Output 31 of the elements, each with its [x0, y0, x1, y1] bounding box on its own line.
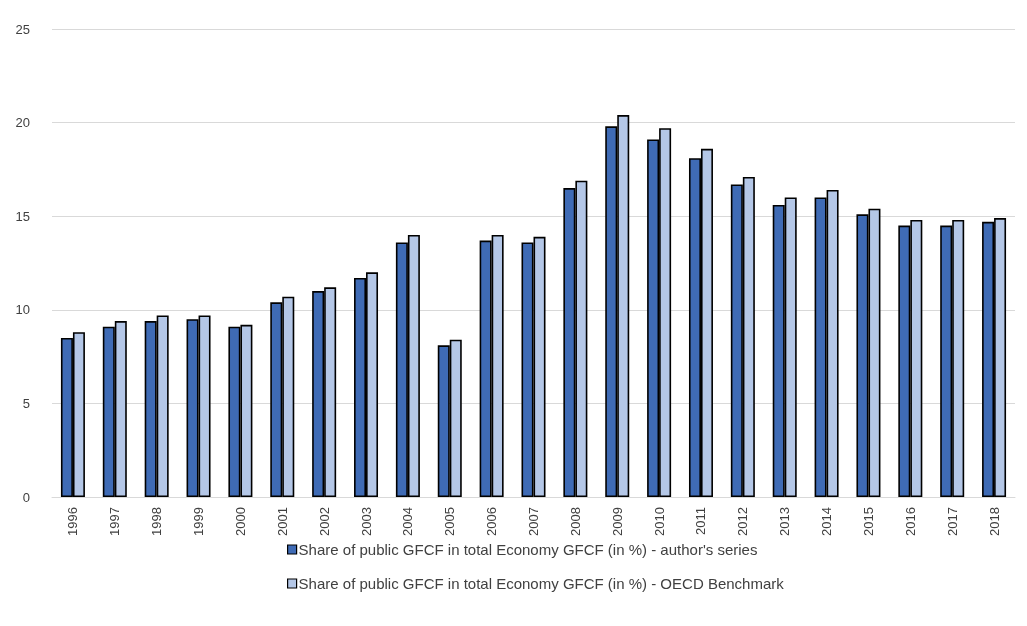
- y-tick-label: 10: [15, 302, 30, 318]
- x-tick-label: 2016: [902, 507, 918, 536]
- y-tick-label: 20: [15, 115, 30, 131]
- legend-label: Share of public GFCF in total Economy GFCF (in %) - OECD Benchmark: [298, 575, 785, 592]
- x-tick-label: 2000: [232, 507, 248, 536]
- x-tick-label: 2018: [986, 507, 1002, 536]
- y-tick-label: 5: [22, 395, 30, 411]
- x-tick-label: 1998: [149, 507, 165, 536]
- x-tick-label: 2002: [316, 507, 332, 536]
- legend-label: Share of public GFCF in total Economy GFCF (in %) - author's series: [298, 541, 758, 558]
- x-tick-label: 2008: [567, 507, 583, 536]
- x-tick-label: 2011: [693, 507, 709, 535]
- x-tick-label: 2006: [484, 507, 500, 536]
- x-tick-label: 1999: [191, 507, 207, 536]
- y-tick-label: 25: [15, 21, 30, 37]
- x-tick-label: 2013: [777, 507, 793, 536]
- y-tick-label: 0: [22, 489, 30, 505]
- x-tick-label: 2003: [358, 507, 374, 536]
- x-tick-label: 2004: [400, 507, 416, 536]
- x-tick-label: 2005: [442, 507, 458, 536]
- x-tick-label: 2012: [735, 507, 751, 536]
- x-tick-label: 2014: [819, 507, 835, 536]
- x-tick-label: 2015: [860, 507, 876, 536]
- x-tick-label: 1996: [65, 507, 81, 536]
- x-tick-label: 2001: [274, 507, 290, 536]
- x-tick-label: 2009: [609, 507, 625, 536]
- x-tick-label: 2007: [526, 507, 541, 536]
- x-tick-label: 2010: [651, 507, 667, 536]
- y-tick-label: 15: [15, 208, 30, 224]
- x-tick-label: 1997: [107, 507, 123, 536]
- x-tick-label: 2017: [944, 507, 960, 536]
